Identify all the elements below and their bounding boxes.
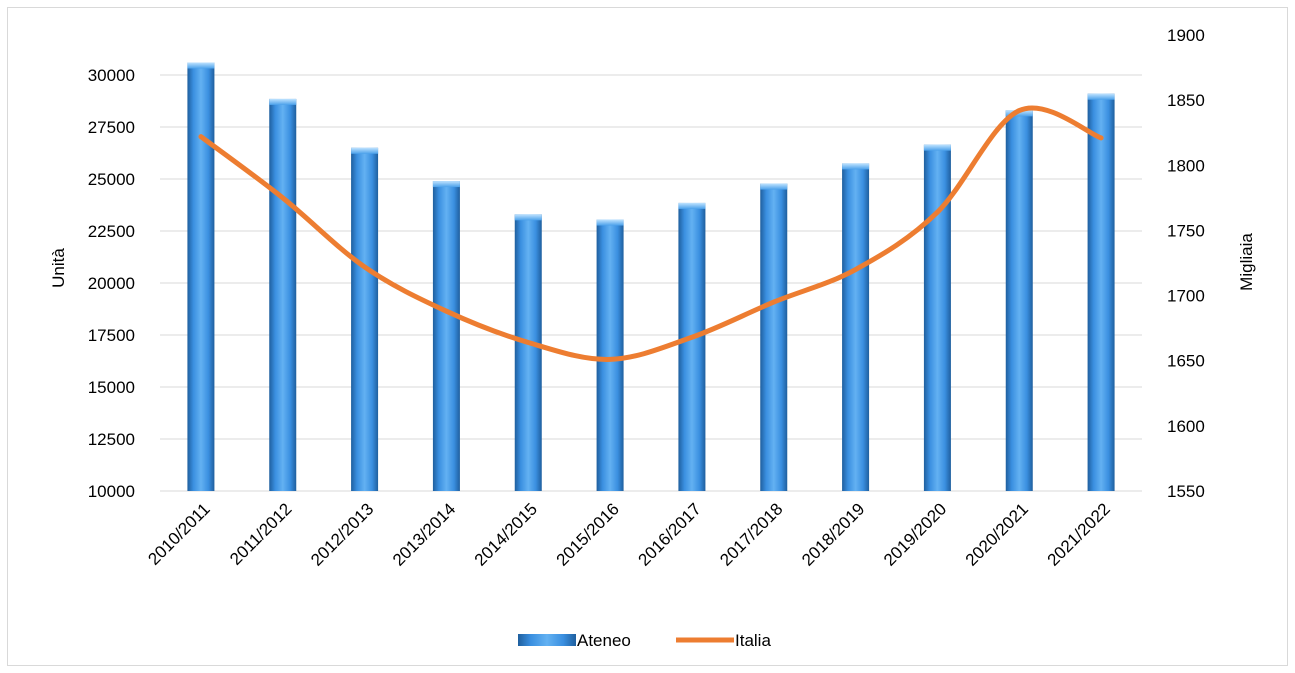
bar-ateneo-cap bbox=[760, 183, 788, 190]
left-tick-label: 20000 bbox=[88, 274, 135, 293]
right-tick-label: 1700 bbox=[1167, 287, 1205, 306]
bar-ateneo bbox=[514, 214, 542, 492]
x-tick-label: 2019/2020 bbox=[880, 499, 950, 569]
x-axis-ticks: 2010/2011 2011/2012 2012/2013 2013/2014 2014… bbox=[144, 499, 1114, 569]
left-tick-label: 27500 bbox=[88, 118, 135, 137]
bar-ateneo bbox=[596, 219, 624, 491]
bar-ateneo bbox=[678, 202, 706, 492]
bar-ateneo-cap bbox=[842, 163, 870, 170]
bar-ateneo-cap bbox=[678, 202, 706, 209]
x-tick-label: 2021/2022 bbox=[1044, 499, 1114, 569]
legend: Ateneo Italia bbox=[518, 631, 771, 650]
bar-ateneo-cap bbox=[432, 181, 460, 188]
bar-ateneo-cap bbox=[269, 98, 297, 105]
bar-ateneo bbox=[760, 183, 788, 492]
x-tick-label: 2012/2013 bbox=[307, 499, 377, 569]
right-tick-label: 1800 bbox=[1167, 156, 1205, 175]
left-axis-title: Unità bbox=[49, 248, 68, 288]
bar-ateneo-cap bbox=[187, 62, 215, 69]
left-tick-label: 30000 bbox=[88, 66, 135, 85]
bar-ateneo bbox=[1005, 110, 1033, 492]
x-tick-label: 2018/2019 bbox=[798, 499, 868, 569]
x-tick-label: 2017/2018 bbox=[716, 499, 786, 569]
x-tick-label: 2014/2015 bbox=[471, 499, 541, 569]
left-tick-label: 25000 bbox=[88, 170, 135, 189]
right-tick-label: 1900 bbox=[1167, 26, 1205, 45]
left-tick-label: 22500 bbox=[88, 222, 135, 241]
bar-ateneo bbox=[432, 181, 460, 491]
right-tick-label: 1650 bbox=[1167, 352, 1205, 371]
legend-label-ateneo: Ateneo bbox=[577, 631, 631, 650]
bar-ateneo bbox=[351, 147, 379, 492]
right-tick-label: 1550 bbox=[1167, 482, 1205, 501]
right-tick-label: 1600 bbox=[1167, 417, 1205, 436]
right-tick-label: 1750 bbox=[1167, 221, 1205, 240]
bar-ateneo-cap bbox=[351, 147, 379, 154]
bar-ateneo-cap bbox=[923, 144, 951, 151]
bar-ateneo-cap bbox=[1087, 93, 1115, 100]
bar-ateneo-cap bbox=[596, 219, 624, 226]
bar-ateneo-cap bbox=[514, 214, 542, 221]
italia-line-layer bbox=[198, 105, 1104, 362]
line-italia bbox=[198, 105, 1104, 362]
x-tick-label: 2020/2021 bbox=[962, 499, 1032, 569]
x-tick-label: 2016/2017 bbox=[634, 499, 704, 569]
right-axis-title: Migliaia bbox=[1237, 233, 1256, 291]
left-tick-label: 15000 bbox=[88, 378, 135, 397]
legend-swatch-ateneo bbox=[518, 634, 576, 646]
left-tick-label: 10000 bbox=[88, 482, 135, 501]
left-tick-label: 17500 bbox=[88, 326, 135, 345]
bar-ateneo-cap bbox=[1005, 110, 1033, 117]
ateneo-bars bbox=[187, 62, 1115, 492]
bar-ateneo bbox=[269, 98, 297, 492]
x-tick-label: 2011/2012 bbox=[226, 499, 295, 568]
left-tick-label: 12500 bbox=[88, 430, 135, 449]
x-tick-label: 2015/2016 bbox=[553, 499, 623, 569]
bar-ateneo bbox=[1087, 93, 1115, 491]
legend-label-italia: Italia bbox=[735, 631, 771, 650]
x-tick-label: 2010/2011 bbox=[144, 499, 213, 568]
x-tick-label: 2013/2014 bbox=[389, 499, 459, 569]
bar-ateneo bbox=[842, 163, 870, 491]
right-axis-ticks: 1550 1600 1650 1700 1750 1800 1850 1900 bbox=[1167, 26, 1205, 501]
chart-frame bbox=[7, 7, 1288, 666]
left-axis-ticks: 10000 12500 15000 17500 20000 22500 25000 27500… bbox=[88, 66, 135, 501]
right-tick-label: 1850 bbox=[1167, 91, 1205, 110]
gridlines bbox=[160, 74, 1142, 492]
bar-ateneo bbox=[187, 62, 215, 492]
bar-ateneo bbox=[923, 144, 951, 491]
